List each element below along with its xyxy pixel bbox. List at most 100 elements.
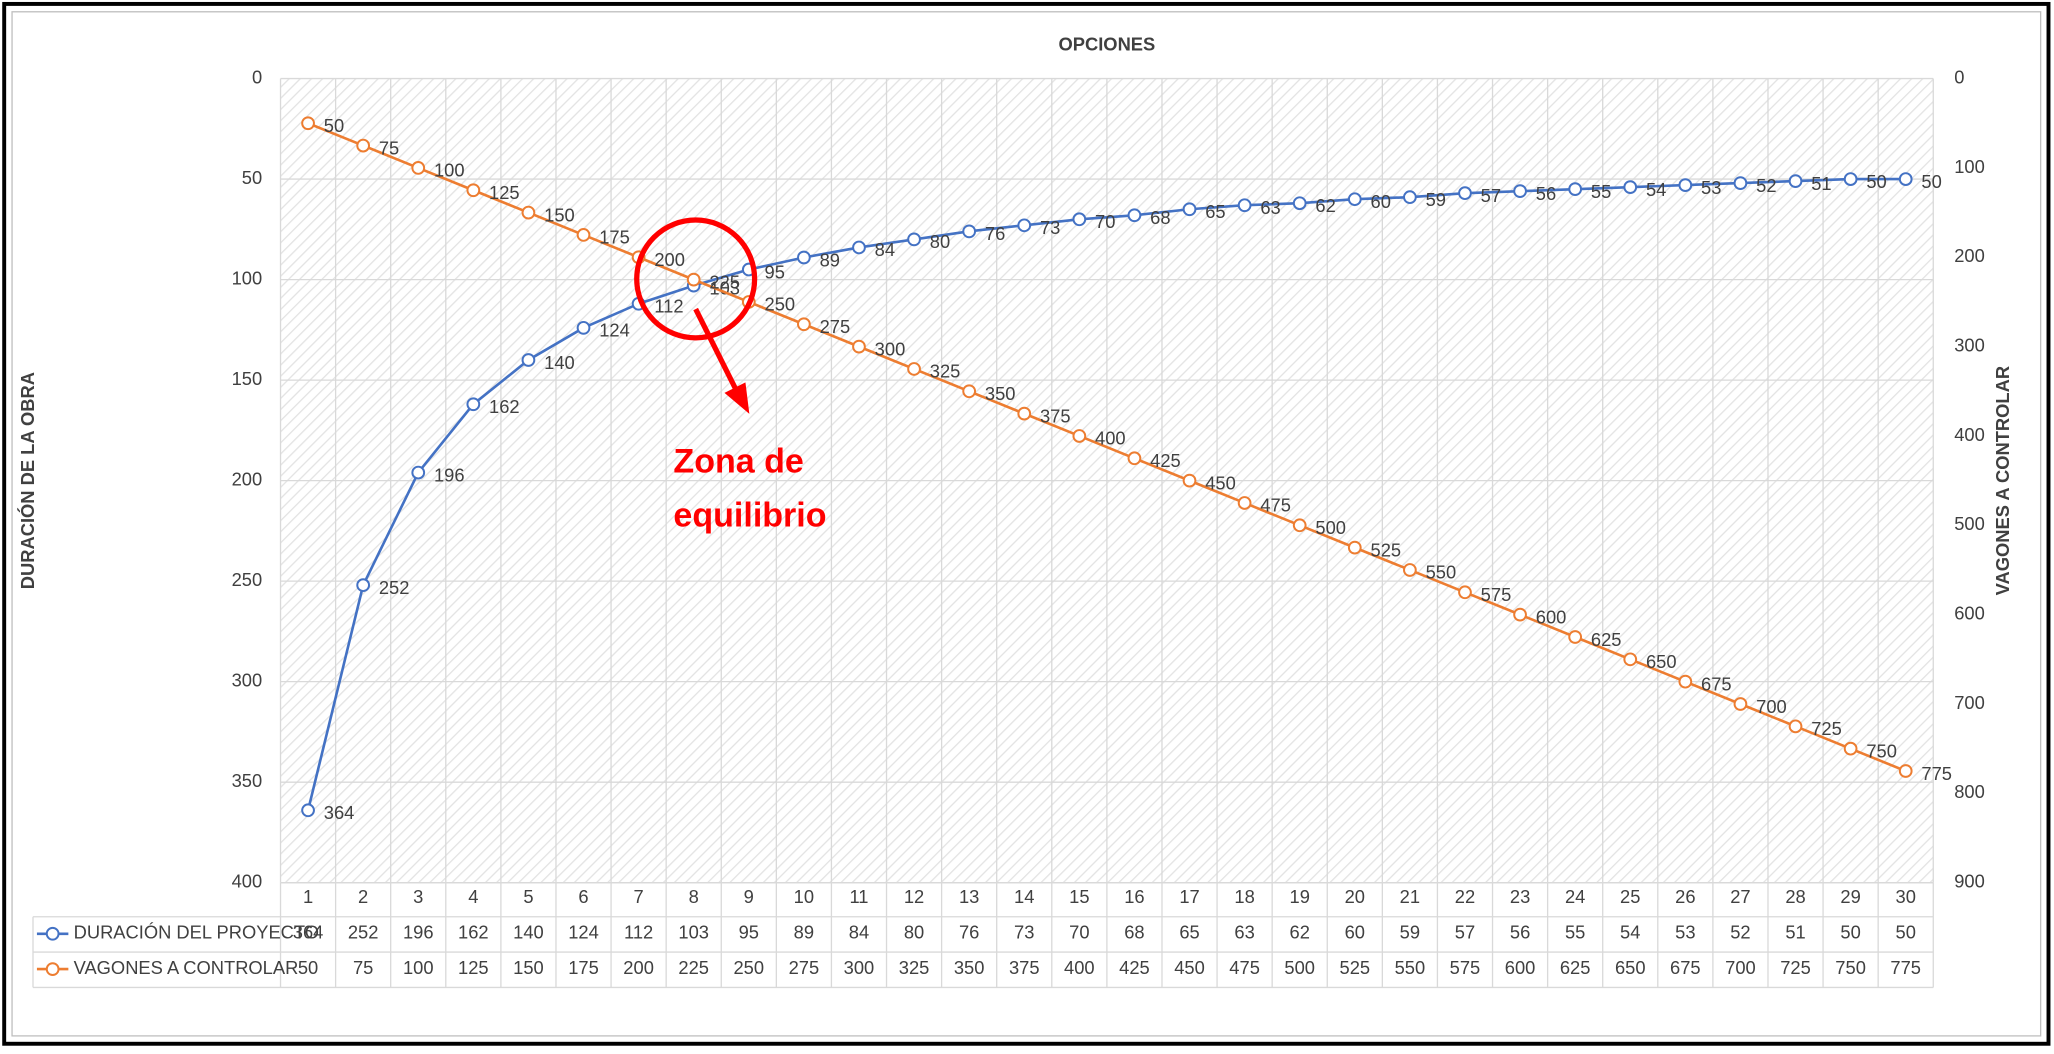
table-value: 140 <box>513 922 544 943</box>
table-value: 650 <box>1615 957 1646 978</box>
marker <box>1237 198 1252 213</box>
table-value: 175 <box>568 957 599 978</box>
marker <box>1292 196 1307 211</box>
x-tick-label: 22 <box>1455 886 1475 907</box>
table-value: 675 <box>1670 957 1701 978</box>
data-label: 55 <box>1591 181 1611 202</box>
table-value: 500 <box>1284 957 1315 978</box>
y2-tick-label: 100 <box>1954 156 1985 177</box>
x-tick-label: 23 <box>1510 886 1530 907</box>
marker <box>962 224 977 239</box>
data-label: 95 <box>765 261 785 282</box>
table-value: 57 <box>1455 922 1475 943</box>
y-tick-label: 400 <box>232 871 263 892</box>
data-label: 112 <box>654 295 683 316</box>
data-label: 575 <box>1481 584 1512 605</box>
data-label: 225 <box>709 271 740 292</box>
x-tick-label: 11 <box>849 886 868 907</box>
data-label: 600 <box>1536 606 1567 627</box>
table-value: 700 <box>1725 957 1756 978</box>
table-value: 425 <box>1119 957 1150 978</box>
y-tick-label: 50 <box>242 167 262 188</box>
y2-tick-label: 800 <box>1954 781 1985 802</box>
marker <box>1733 697 1748 711</box>
marker <box>1843 741 1858 756</box>
data-label: 450 <box>1205 472 1236 493</box>
y-tick-label: 150 <box>232 368 263 389</box>
data-label: 50 <box>1921 171 1941 192</box>
marker <box>356 578 371 593</box>
marker <box>907 362 921 376</box>
x-tick-label: 10 <box>794 886 814 907</box>
marker <box>686 272 701 287</box>
table-value: 80 <box>904 922 924 943</box>
data-label: 475 <box>1260 495 1291 516</box>
x-tick-label: 29 <box>1840 886 1860 907</box>
table-value: 125 <box>458 957 489 978</box>
marker <box>1678 674 1693 689</box>
data-label: 50 <box>324 115 344 136</box>
data-label: 375 <box>1040 405 1071 426</box>
legend-marker <box>45 962 60 976</box>
table-value: 196 <box>403 922 434 943</box>
table-value: 300 <box>844 957 875 978</box>
series-line <box>307 122 1907 773</box>
y2-tick-label: 300 <box>1954 334 1985 355</box>
marker <box>1788 719 1803 734</box>
data-label: 525 <box>1371 539 1402 560</box>
table-value: 252 <box>348 922 379 943</box>
data-label: 162 <box>489 396 520 417</box>
data-label: 200 <box>654 249 685 270</box>
table-value: 84 <box>849 922 869 943</box>
data-label: 57 <box>1481 185 1501 206</box>
marker <box>521 205 536 220</box>
y-tick-label: 200 <box>232 468 263 489</box>
marker <box>1623 652 1638 667</box>
marker <box>1458 186 1472 201</box>
y-tick-label: 250 <box>232 569 263 590</box>
table-value: 60 <box>1345 922 1365 943</box>
table-value: 325 <box>899 957 930 978</box>
marker <box>797 250 811 265</box>
table-value: 73 <box>1014 922 1034 943</box>
marker <box>1568 182 1583 197</box>
data-label: 125 <box>489 182 520 203</box>
marker <box>466 183 481 198</box>
table-value: 400 <box>1064 957 1095 978</box>
legend-label: DURACIÓN DEL PROYECTO <box>74 922 319 943</box>
x-tick-label: 15 <box>1069 886 1089 907</box>
table-value: 56 <box>1510 922 1530 943</box>
data-label: 650 <box>1646 651 1677 672</box>
data-label: 675 <box>1701 673 1732 694</box>
table-value: 65 <box>1179 922 1199 943</box>
data-label: 300 <box>875 338 906 359</box>
annotation-circle <box>634 217 758 341</box>
table-value: 250 <box>733 957 764 978</box>
x-tick-label: 26 <box>1675 886 1695 907</box>
marker <box>521 353 536 367</box>
marker <box>1347 192 1362 207</box>
data-label: 59 <box>1426 189 1446 210</box>
y2-tick-label: 400 <box>1954 424 1985 445</box>
data-label: 63 <box>1260 197 1280 218</box>
table-value: 75 <box>353 957 373 978</box>
legend-label: VAGONES A CONTROLAR <box>74 957 299 978</box>
x-tick-label: 13 <box>959 886 979 907</box>
data-label: 775 <box>1921 763 1952 784</box>
marker <box>1403 190 1417 205</box>
data-label: 76 <box>985 223 1005 244</box>
marker <box>576 228 591 242</box>
marker <box>356 138 371 153</box>
table-value: 162 <box>458 922 489 943</box>
data-label: 400 <box>1095 428 1126 449</box>
table-value: 70 <box>1069 922 1089 943</box>
x-tick-label: 24 <box>1565 886 1585 907</box>
marker <box>1127 208 1142 223</box>
x-tick-label: 3 <box>413 886 423 907</box>
annotation-arrow <box>693 307 739 392</box>
marker <box>411 465 426 480</box>
table-value: 63 <box>1234 922 1254 943</box>
table-value: 225 <box>678 957 709 978</box>
x-tick-label: 1 <box>303 886 313 907</box>
y-tick-label: 0 <box>252 66 262 87</box>
